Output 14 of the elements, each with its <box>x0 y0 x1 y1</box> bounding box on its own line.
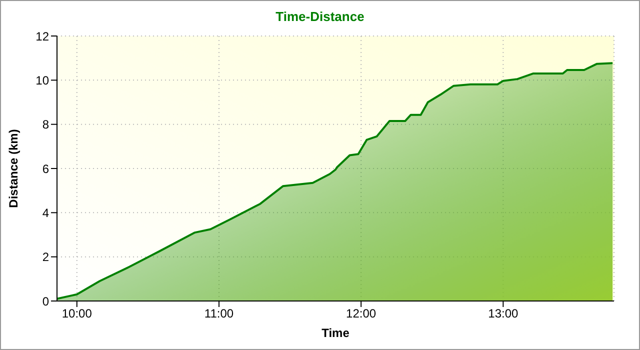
chart-title: Time-Distance <box>274 9 366 24</box>
x-tick-label: 11:00 <box>204 306 234 321</box>
x-axis-title: Time <box>322 326 350 340</box>
y-tick-label: 0 <box>42 294 50 308</box>
y-tick-label: 4 <box>42 206 50 220</box>
y-tick-label: 12 <box>36 29 50 44</box>
x-tick-label: 12:00 <box>346 306 376 321</box>
x-tick-label: 13:00 <box>488 306 519 321</box>
x-tick-label: 10:00 <box>62 306 92 321</box>
y-tick-label: 8 <box>42 118 50 132</box>
y-tick-label: 10 <box>36 73 50 88</box>
y-tick-label: 6 <box>42 162 50 176</box>
y-tick-label: 2 <box>42 250 50 264</box>
y-axis-title: Distance (km) <box>6 129 20 208</box>
